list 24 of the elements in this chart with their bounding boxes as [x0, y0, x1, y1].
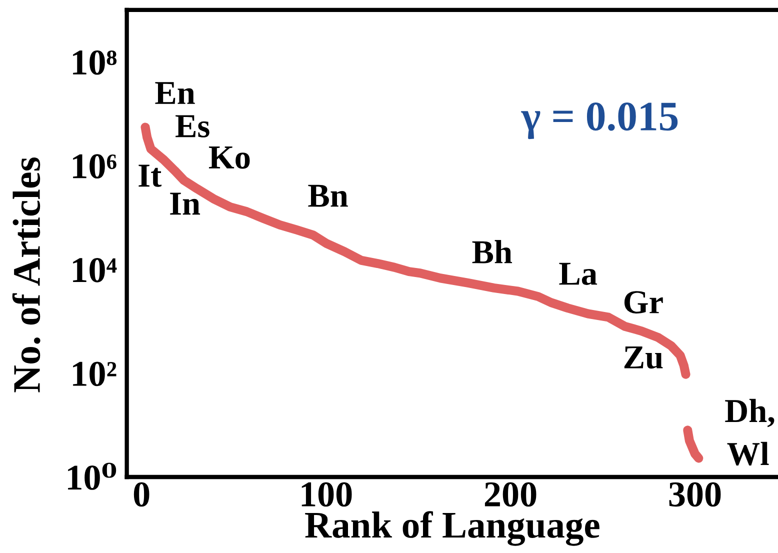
x-tick-label: 200	[484, 482, 536, 507]
y-tick-label: 10⁴	[73, 258, 117, 282]
annotation: γ = 0.015	[521, 102, 678, 140]
y-tick-label: 10⁸	[73, 50, 117, 75]
x-tick-label: 0	[134, 482, 150, 507]
annotation: Bh	[472, 240, 512, 264]
y-tick-label: 10⁰	[68, 462, 116, 490]
annotation: Dh,	[725, 398, 774, 428]
annotation: It	[138, 164, 162, 187]
annotation: En	[155, 82, 195, 104]
annotation: Es	[176, 115, 210, 138]
annotation: Bn	[308, 184, 348, 207]
x-axis-title: Rank of Language	[305, 511, 600, 546]
annotation: In	[170, 192, 200, 215]
annotation: Gr	[624, 291, 663, 314]
annotation: La	[559, 262, 598, 285]
x-tick-label: 300	[669, 482, 721, 507]
x-tick-label: 100	[302, 482, 352, 507]
y-axis-title: No. of Articles	[12, 157, 40, 392]
annotation: Zu	[624, 346, 663, 369]
annotation: Wl	[727, 442, 769, 466]
y-tick-label: 10⁶	[73, 154, 116, 179]
y-tick-label: 10²	[73, 362, 116, 386]
annotation: Ko	[208, 146, 250, 169]
